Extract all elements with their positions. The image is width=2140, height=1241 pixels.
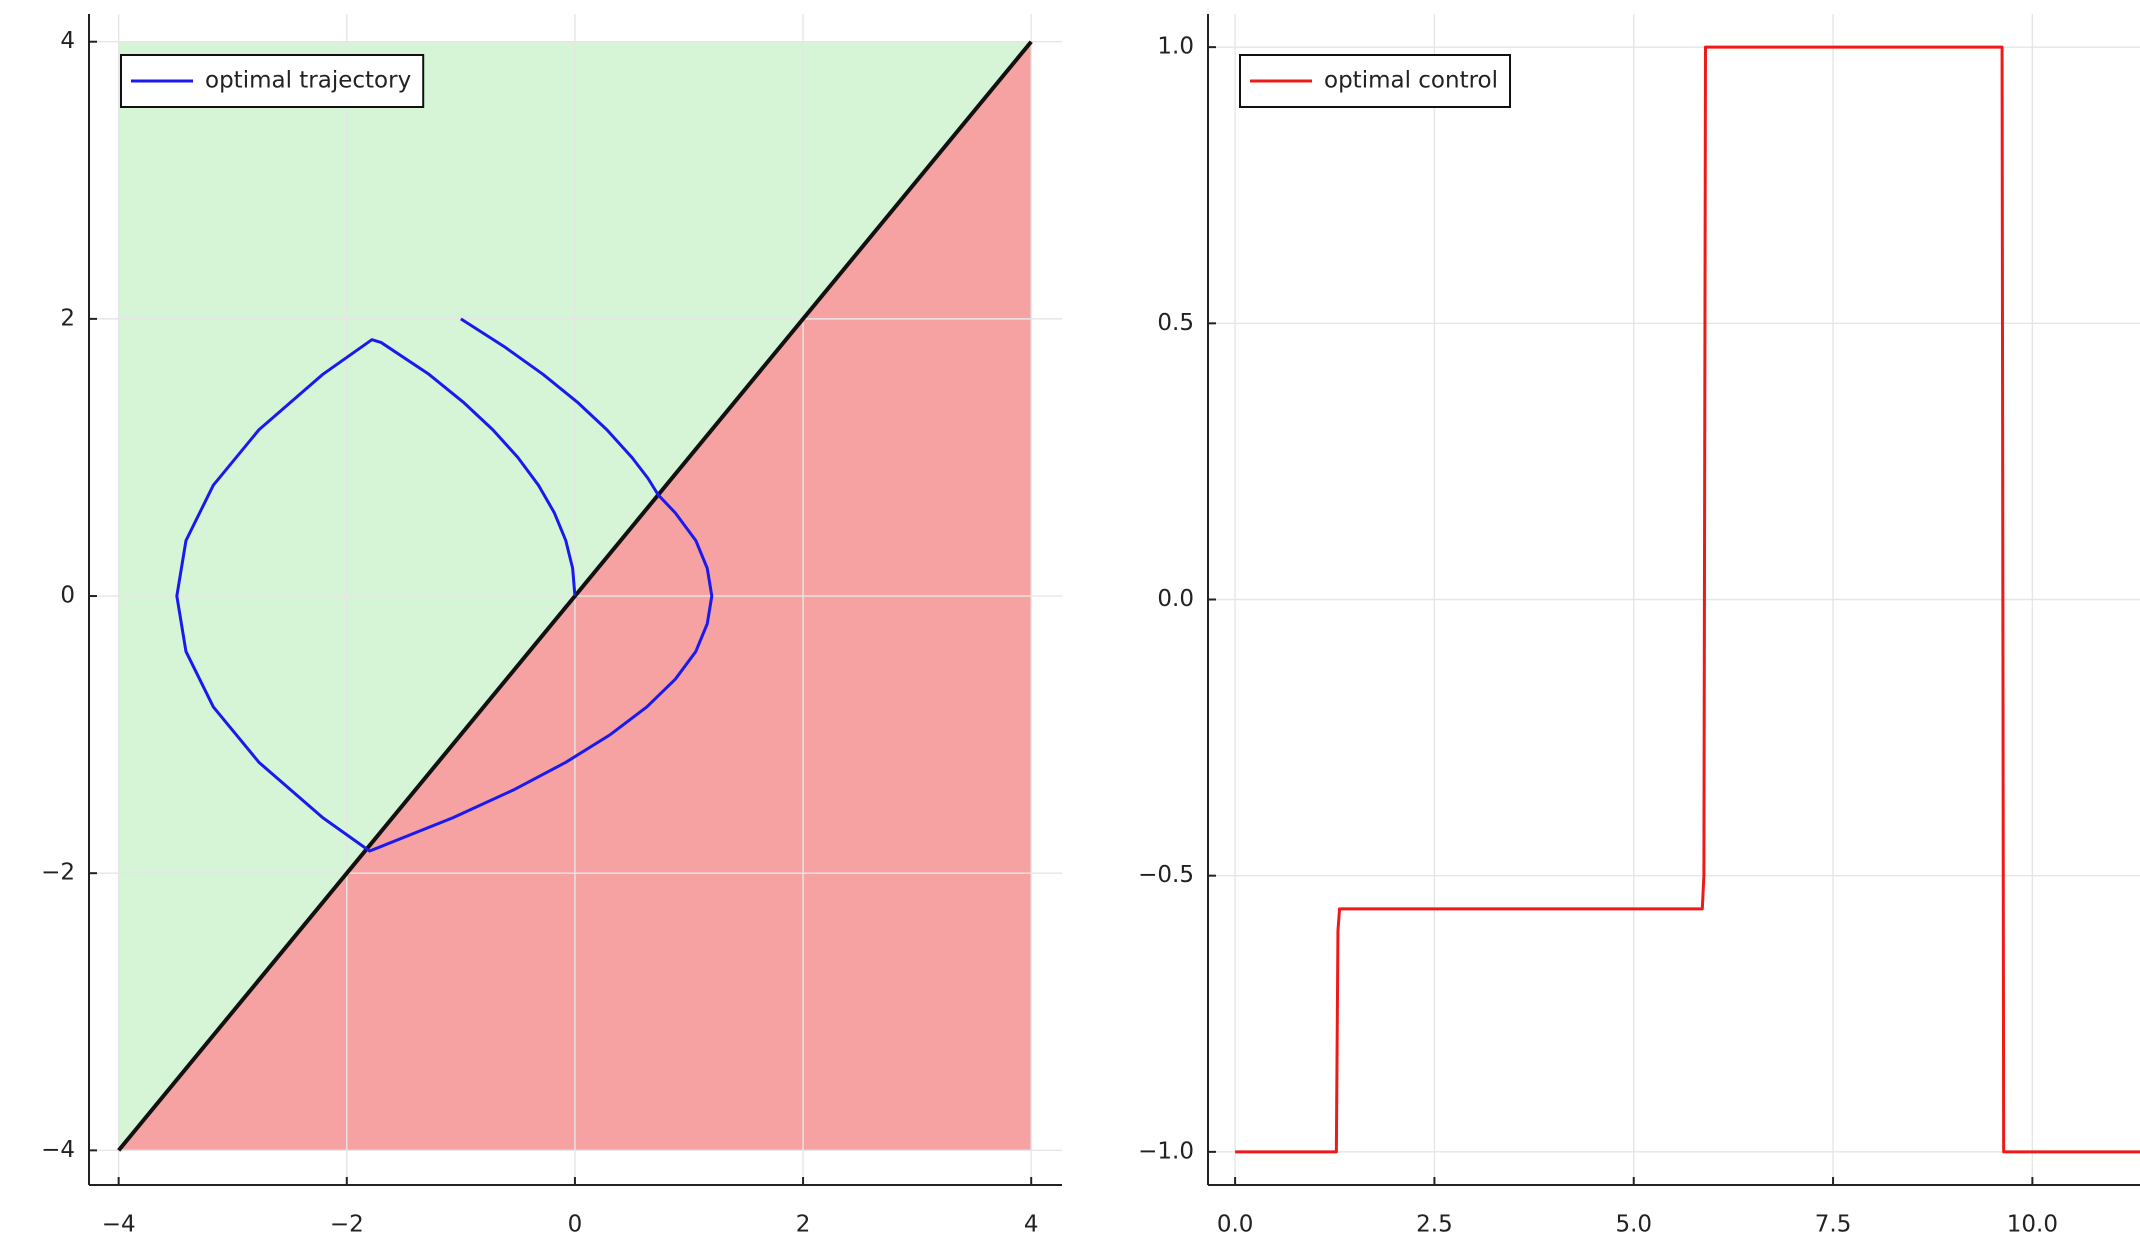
x-tick-label: 0 xyxy=(568,1212,583,1238)
x-tick-label: 4 xyxy=(1024,1212,1039,1238)
y-tick-label: −2 xyxy=(41,860,75,886)
legend-label: optimal control xyxy=(1324,68,1498,94)
y-tick-label: −0.5 xyxy=(1138,862,1194,888)
legend: optimal control xyxy=(1239,54,1512,108)
y-tick-label: 0.5 xyxy=(1157,310,1194,336)
x-tick-label: −4 xyxy=(102,1212,136,1238)
legend-label: optimal trajectory xyxy=(205,68,411,94)
x-tick-label: 5.0 xyxy=(1615,1212,1652,1238)
x-tick-label: 7.5 xyxy=(1815,1212,1852,1238)
y-tick-label: −4 xyxy=(41,1137,75,1163)
y-tick-label: 1.0 xyxy=(1157,34,1194,60)
y-tick-label: 0 xyxy=(60,583,75,609)
y-tick-label: 0.0 xyxy=(1157,586,1194,612)
x-tick-label: 10.0 xyxy=(2007,1212,2058,1238)
x-tick-label: 0.0 xyxy=(1217,1212,1254,1238)
series-line xyxy=(175,317,714,853)
series-line xyxy=(1235,45,2140,1154)
legend: optimal trajectory xyxy=(120,54,425,108)
y-tick-label: 2 xyxy=(60,305,75,331)
x-tick-label: 2 xyxy=(796,1212,811,1238)
y-tick-label: 4 xyxy=(60,28,75,54)
x-tick-label: −2 xyxy=(330,1212,364,1238)
y-tick-label: −1.0 xyxy=(1138,1138,1194,1164)
x-tick-label: 2.5 xyxy=(1416,1212,1453,1238)
